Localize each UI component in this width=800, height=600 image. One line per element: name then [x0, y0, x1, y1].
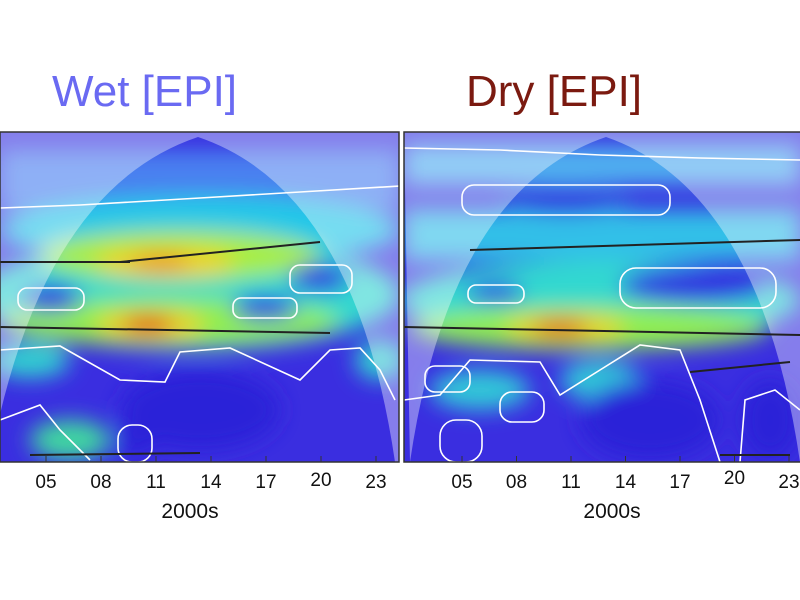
x-tick-label: 20: [724, 468, 745, 489]
x-tick-label: 05: [35, 472, 56, 493]
ridge-lines: [404, 239, 800, 456]
cone-of-influence: [404, 132, 800, 462]
significance-contours: [0, 185, 399, 462]
x-tick-label: 11: [561, 472, 581, 493]
wet-plot-frame: [0, 131, 400, 463]
chart-title-wet: Wet [EPI]: [52, 67, 238, 116]
x-tick-label: 14: [615, 472, 637, 493]
dry-plot-frame: [403, 131, 800, 463]
x-tick-label: 17: [255, 472, 276, 493]
x-tick-label: 11: [146, 472, 166, 493]
ridge-lines: [0, 241, 331, 456]
x-tick-label: 23: [778, 472, 799, 493]
x-axis-wet: 05 08 11 14 17 20 23: [35, 456, 387, 493]
x-axis-dry: 05 08 11 14 17 20 23: [451, 456, 800, 493]
x-tick-label: 05: [451, 472, 472, 493]
x-tick-label: 08: [90, 472, 111, 493]
x-tick-label: 17: [669, 472, 690, 493]
chart-title-dry: Dry [EPI]: [466, 67, 643, 116]
x-tick-label: 23: [365, 472, 386, 493]
significance-contours: [404, 147, 800, 462]
x-tick-label: 14: [200, 472, 222, 493]
x-axis-label-dry: 2000s: [583, 500, 640, 523]
cone-of-influence: [0, 132, 399, 462]
dry-heatmap: [404, 132, 800, 462]
x-axis-label-wet: 2000s: [161, 500, 218, 523]
x-tick-label: 08: [506, 472, 527, 493]
x-tick-label: 20: [310, 470, 331, 491]
wet-heatmap: [0, 132, 399, 462]
